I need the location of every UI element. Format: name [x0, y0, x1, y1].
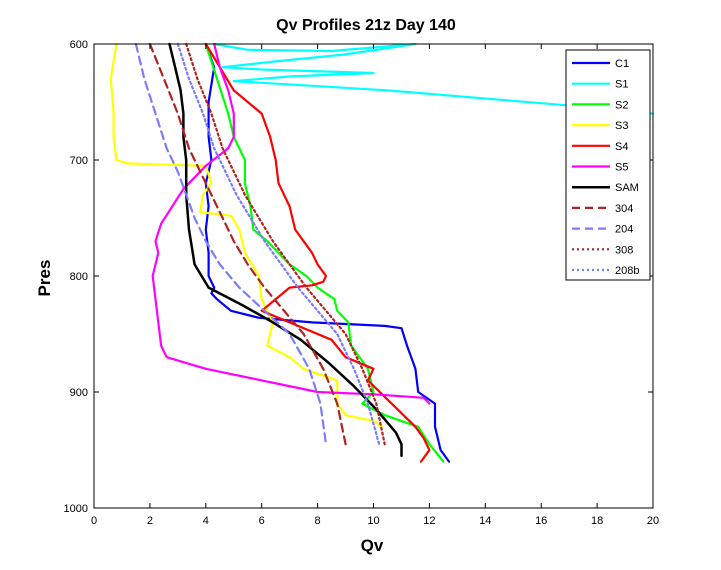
series-line-204: [134, 42, 328, 446]
x-tick-label: 12: [423, 515, 435, 527]
legend-label-s5: S5: [615, 162, 628, 174]
x-tick-label: 16: [535, 515, 547, 527]
x-tick-label: 20: [647, 515, 659, 527]
tick-layer: 0 2 4 6 8 10 12 14 16 18 20 600 700 800 900 1000: [64, 39, 660, 527]
x-tick-label: 8: [315, 515, 321, 527]
y-tick-label: 900: [70, 387, 88, 399]
plot-area: [94, 44, 653, 508]
series-line-308: [185, 42, 386, 446]
series-line-sam: [168, 42, 403, 458]
series-layer: [109, 42, 655, 463]
y-tick-label: 700: [70, 155, 88, 167]
legend: C1 S1 S2 S3 S4 S5 SAM 304 204 308 208b: [565, 49, 651, 281]
y-tick-label: 800: [70, 271, 88, 283]
y-tick-label: 1000: [64, 503, 88, 515]
series-line-s5: [151, 42, 431, 405]
legend-box: [565, 49, 651, 281]
legend-label-208b: 208b: [615, 265, 639, 277]
legend-label-204: 204: [615, 224, 633, 236]
x-tick-label: 4: [203, 515, 209, 527]
legend-label-s3: S3: [615, 120, 628, 132]
legend-label-304: 304: [615, 203, 633, 215]
legend-label-s2: S2: [615, 99, 628, 111]
legend-label-s4: S4: [615, 141, 628, 153]
chart-title: Qv Profiles 21z Day 140: [276, 17, 456, 34]
y-tick-label: 600: [70, 39, 88, 51]
legend-label-s1: S1: [615, 79, 628, 91]
series-line-s1: [213, 42, 655, 115]
x-tick-label: 0: [91, 515, 97, 527]
x-tick-label: 2: [147, 515, 153, 527]
series-line-s2: [204, 42, 445, 463]
y-axis-label: Pres: [35, 260, 54, 297]
x-axis-label: Qv: [361, 536, 384, 555]
series-line-208b: [176, 42, 381, 446]
legend-label-308: 308: [615, 244, 633, 256]
series-line-c1: [204, 42, 451, 463]
legend-label-sam: SAM: [615, 182, 639, 194]
series-line-s3: [109, 42, 383, 428]
legend-label-c1: C1: [615, 58, 629, 70]
x-tick-label: 14: [479, 515, 491, 527]
series-line-304: [148, 42, 347, 446]
x-tick-label: 18: [591, 515, 603, 527]
x-tick-label: 10: [367, 515, 379, 527]
x-tick-label: 6: [259, 515, 265, 527]
